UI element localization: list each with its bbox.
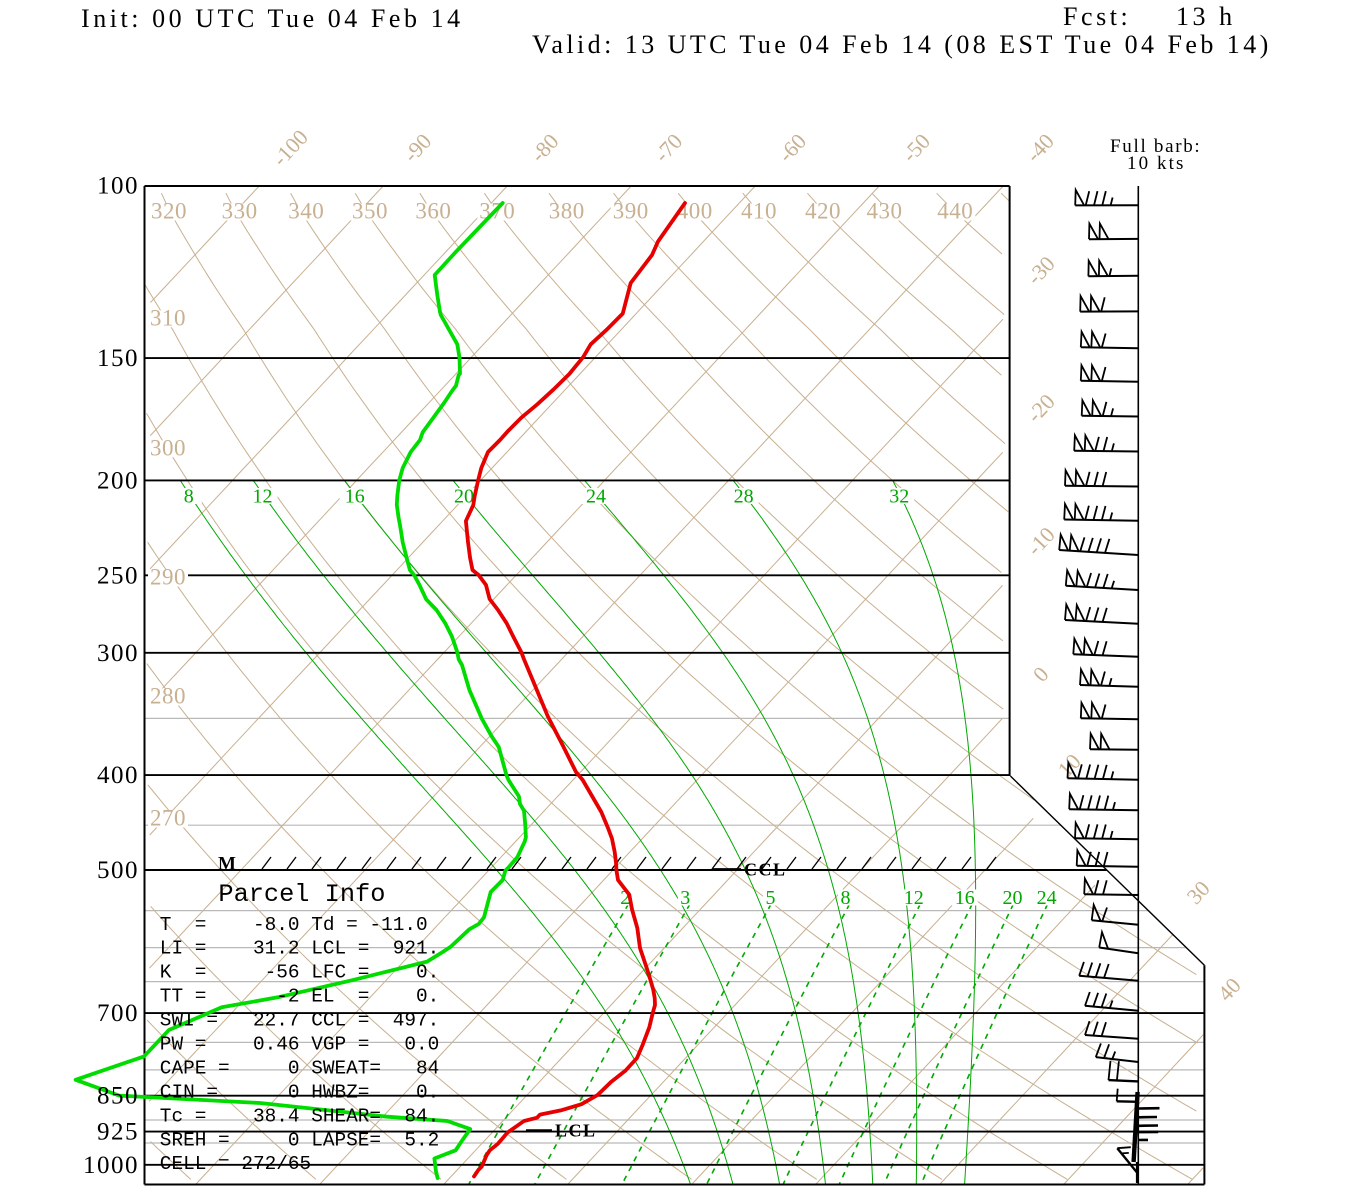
svg-text:850: 850 bbox=[97, 1083, 139, 1110]
svg-text:M: M bbox=[218, 854, 236, 875]
svg-text:Tc = 38.4 SHEAR= 84.: Tc = 38.4 SHEAR= 84. bbox=[160, 1105, 440, 1127]
svg-text:1000: 1000 bbox=[83, 1152, 139, 1179]
svg-text:12: 12 bbox=[253, 486, 273, 508]
svg-text:150: 150 bbox=[97, 345, 139, 372]
svg-text:300: 300 bbox=[97, 640, 139, 667]
svg-text:440: 440 bbox=[937, 199, 973, 224]
svg-text:390: 390 bbox=[613, 199, 649, 224]
svg-text:420: 420 bbox=[805, 199, 841, 224]
svg-text:CCL: CCL bbox=[744, 860, 787, 880]
svg-text:250: 250 bbox=[97, 562, 139, 589]
svg-text:Fcst:: Fcst: bbox=[1063, 2, 1131, 31]
svg-text:430: 430 bbox=[867, 199, 903, 224]
svg-text:SWI = 22.7 CCL = 497.: SWI = 22.7 CCL = 497. bbox=[160, 1010, 440, 1032]
svg-text:12: 12 bbox=[904, 887, 924, 909]
svg-text:K = -56 LFC = 0.: K = -56 LFC = 0. bbox=[160, 962, 440, 984]
svg-text:CELL = 272/65: CELL = 272/65 bbox=[160, 1153, 311, 1175]
svg-text:8: 8 bbox=[184, 486, 194, 508]
svg-text:300: 300 bbox=[150, 435, 186, 460]
svg-text:Full barb:: Full barb: bbox=[1110, 136, 1201, 157]
svg-text:5: 5 bbox=[766, 887, 776, 909]
svg-text:13 h: 13 h bbox=[1176, 2, 1236, 31]
svg-text:500: 500 bbox=[97, 857, 139, 884]
svg-text:Init: 00 UTC Tue 04 Feb 14: Init: 00 UTC Tue 04 Feb 14 bbox=[81, 4, 464, 33]
svg-text:PW = 0.46 VGP = 0.0: PW = 0.46 VGP = 0.0 bbox=[160, 1034, 440, 1056]
svg-text:CAPE = 0 SWEAT= 84: CAPE = 0 SWEAT= 84 bbox=[160, 1057, 440, 1079]
svg-text:SREH = 0 LAPSE= 5.2: SREH = 0 LAPSE= 5.2 bbox=[160, 1129, 440, 1151]
svg-text:700: 700 bbox=[97, 1000, 139, 1027]
svg-text:Valid: 13 UTC Tue 04 Feb 14 (0: Valid: 13 UTC Tue 04 Feb 14 (08 EST Tue … bbox=[532, 30, 1272, 59]
svg-text:20: 20 bbox=[1003, 887, 1023, 909]
svg-text:3: 3 bbox=[680, 887, 690, 909]
svg-text:270: 270 bbox=[150, 806, 186, 831]
svg-text:380: 380 bbox=[549, 199, 585, 224]
svg-text:2: 2 bbox=[620, 887, 630, 909]
svg-text:T = -8.0 Td = -11.0: T = -8.0 Td = -11.0 bbox=[160, 914, 428, 936]
svg-text:340: 340 bbox=[288, 199, 324, 224]
svg-text:280: 280 bbox=[150, 684, 186, 709]
svg-text:TT = -2 EL = 0.: TT = -2 EL = 0. bbox=[160, 986, 440, 1008]
svg-text:100: 100 bbox=[97, 173, 139, 200]
svg-text:Parcel Info: Parcel Info bbox=[218, 880, 385, 909]
svg-text:350: 350 bbox=[352, 199, 388, 224]
svg-text:320: 320 bbox=[151, 199, 187, 224]
svg-text:400: 400 bbox=[97, 762, 139, 789]
svg-text:24: 24 bbox=[1037, 887, 1057, 909]
svg-text:LCL: LCL bbox=[555, 1121, 597, 1141]
svg-text:28: 28 bbox=[734, 486, 754, 508]
svg-text:LI = 31.2 LCL = 921.: LI = 31.2 LCL = 921. bbox=[160, 938, 440, 960]
svg-text:20: 20 bbox=[454, 486, 474, 508]
svg-text:400: 400 bbox=[677, 199, 713, 224]
svg-text:CIN = 0 HWBZ= 0.: CIN = 0 HWBZ= 0. bbox=[160, 1081, 440, 1103]
svg-text:32: 32 bbox=[889, 486, 909, 508]
svg-text:16: 16 bbox=[345, 486, 365, 508]
svg-text:8: 8 bbox=[841, 887, 851, 909]
svg-text:360: 360 bbox=[415, 199, 451, 224]
svg-text:10 kts: 10 kts bbox=[1127, 153, 1186, 174]
svg-text:310: 310 bbox=[150, 305, 186, 330]
svg-text:925: 925 bbox=[97, 1119, 139, 1146]
svg-text:200: 200 bbox=[97, 467, 139, 494]
svg-text:24: 24 bbox=[586, 486, 606, 508]
svg-text:16: 16 bbox=[955, 887, 975, 909]
svg-text:290: 290 bbox=[150, 565, 186, 590]
svg-text:330: 330 bbox=[222, 199, 258, 224]
svg-text:410: 410 bbox=[741, 199, 777, 224]
